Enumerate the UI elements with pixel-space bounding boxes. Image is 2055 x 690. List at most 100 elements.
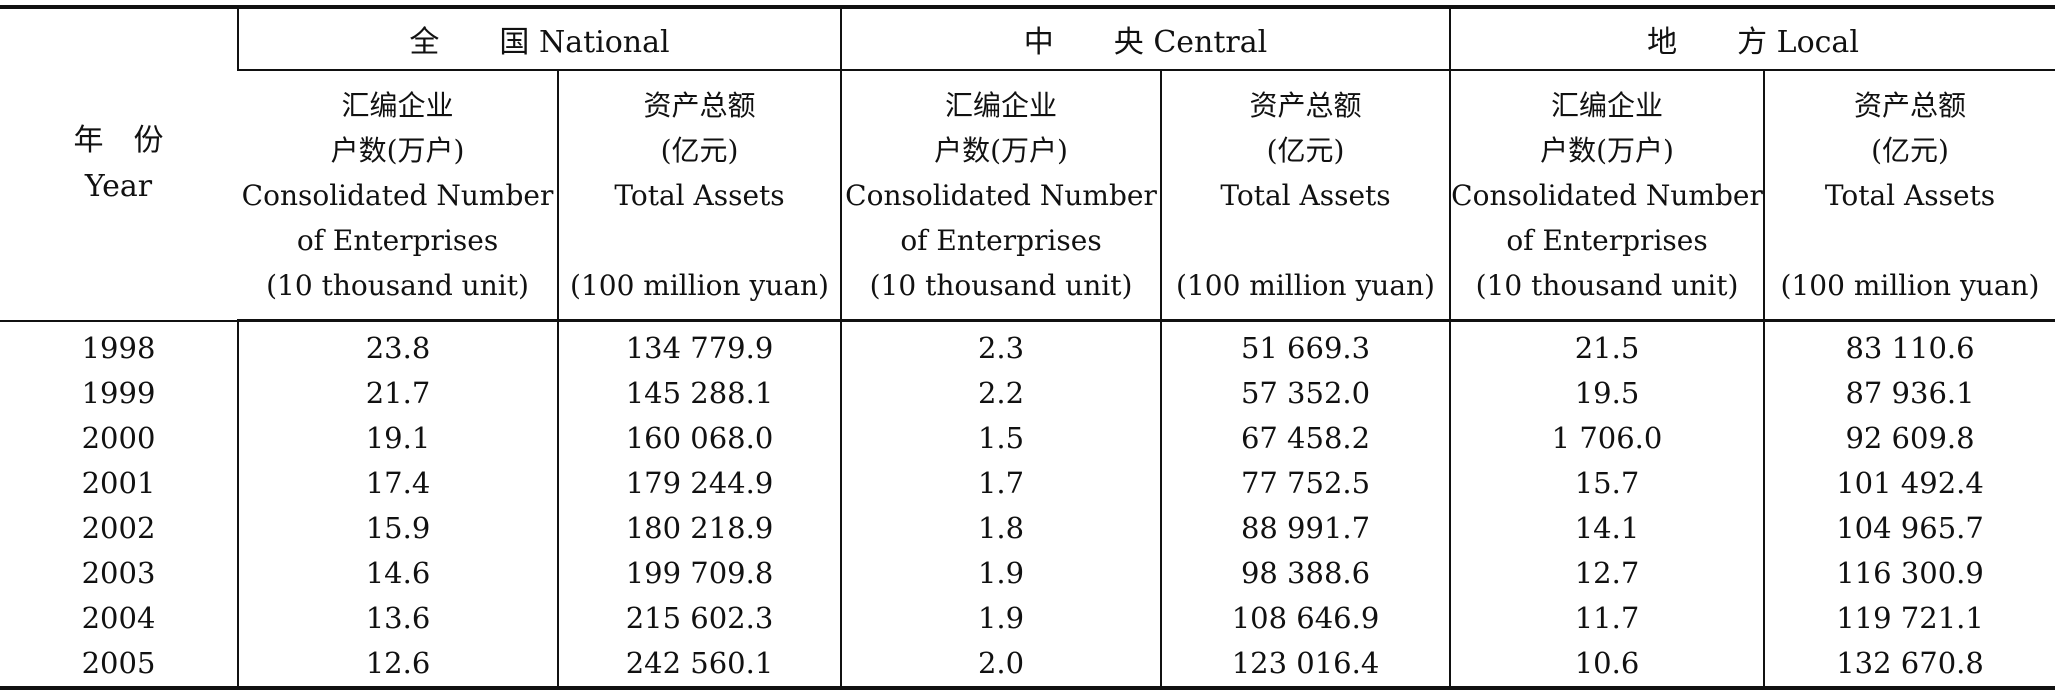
header-line: of Enterprises [296, 223, 499, 257]
year-cell: 2002 [81, 511, 156, 545]
group-header-national: 全 国 National [237, 5, 841, 71]
header-unit: (100 million yuan) [570, 268, 829, 302]
central-enterprises-cell: 1.7 [840, 461, 1161, 506]
local-assets-cell: 87 936.1 [1763, 371, 2055, 416]
central-enterprises-cell: 1.5 [840, 416, 1161, 461]
header-line: 户数(万户) [1540, 133, 1674, 167]
year-header-zh: 年 份 [73, 123, 164, 159]
local-assets-cell: 92 609.8 [1763, 416, 2055, 461]
table-body: 1998 23.8 134 779.9 2.3 51 669.3 21.5 83… [0, 320, 2055, 690]
header-line: 资产总额 [643, 88, 756, 122]
year-cell: 2005 [0, 641, 238, 690]
header-line: 汇编企业 [944, 88, 1057, 122]
table-row: 2002 15.9 180 218.9 1.8 88 991.7 14.1 10… [0, 506, 2055, 551]
central-enterprises-cell: 1.9 [840, 596, 1161, 641]
table-row: 2001 17.4 179 244.9 1.7 77 752.5 15.7 10… [0, 461, 2055, 506]
header-line: (亿元) [1266, 133, 1345, 167]
header-line: Consolidated Number [241, 178, 554, 212]
national-assets-cell: 199 709.8 [557, 551, 841, 596]
local-assets-cell: 104 965.7 [1763, 506, 2055, 551]
national-assets-cell: 215 602.3 [557, 596, 841, 641]
national-enterprises-cell: 21.7 [237, 371, 558, 416]
group-header-local: 地 方 Local [1449, 5, 2055, 71]
central-assets-cell: 108 646.9 [1159, 596, 1451, 641]
table-header: 年 份 Year 全 国 National 中 央 Central 地 方 Lo… [0, 5, 2055, 322]
local-enterprises-cell: 11.7 [1449, 596, 1765, 641]
header-line: 资产总额 [1249, 88, 1362, 122]
enterprise-assets-table: 年 份 Year 全 国 National 中 央 Central 地 方 Lo… [0, 5, 2055, 690]
year-cell: 1999 [81, 376, 156, 410]
national-enterprises-cell: 15.9 [237, 506, 558, 551]
central-enterprises-header: 汇编企业 户数(万户) Consolidated Number of Enter… [840, 70, 1161, 322]
local-assets-cell: 119 721.1 [1763, 596, 2055, 641]
national-assets-header: 资产总额 (亿元) Total Assets (100 million yuan… [557, 70, 841, 322]
header-spacer [1765, 218, 2055, 263]
header-line: 户数(万户) [934, 133, 1068, 167]
national-enterprises-cell: 23.8 [237, 320, 558, 371]
table-row: 1998 23.8 134 779.9 2.3 51 669.3 21.5 83… [0, 320, 2055, 371]
central-enterprises-cell: 2.0 [840, 641, 1161, 690]
group-header-row: 年 份 Year 全 国 National 中 央 Central 地 方 Lo… [0, 5, 2055, 322]
local-enterprises-cell: 19.5 [1449, 371, 1765, 416]
local-enterprises-cell: 10.6 [1449, 641, 1765, 690]
year-cell: 2003 [81, 556, 156, 590]
table-row: 2004 13.6 215 602.3 1.9 108 646.9 11.7 1… [0, 596, 2055, 641]
central-enterprises-cell: 1.8 [840, 506, 1161, 551]
central-assets-cell: 67 458.2 [1159, 416, 1451, 461]
central-assets-cell: 123 016.4 [1159, 641, 1451, 690]
national-enterprises-header: 汇编企业 户数(万户) Consolidated Number of Enter… [238, 70, 558, 322]
header-line: (亿元) [1871, 133, 1949, 167]
local-enterprises-cell: 1 706.0 [1449, 416, 1765, 461]
header-spacer [1162, 218, 1449, 263]
header-line: of Enterprises [1506, 223, 1708, 257]
local-enterprises-header: 汇编企业 户数(万户) Consolidated Number of Enter… [1449, 70, 1765, 322]
local-enterprises-cell: 12.7 [1449, 551, 1765, 596]
header-unit: (100 million yuan) [1780, 268, 2040, 302]
year-cell: 2004 [81, 601, 156, 635]
central-enterprises-cell: 2.2 [840, 371, 1161, 416]
header-line: Consolidated Number [1451, 178, 1763, 212]
header-line: Total Assets [614, 178, 785, 212]
header-line: of Enterprises [900, 223, 1102, 257]
year-cell: 1998 [81, 330, 156, 365]
national-assets-cell: 145 288.1 [557, 371, 841, 416]
national-enterprises-cell: 13.6 [237, 596, 558, 641]
local-enterprises-cell: 15.7 [1449, 461, 1765, 506]
local-assets-cell: 83 110.6 [1763, 320, 2055, 371]
local-enterprises-cell: 14.1 [1449, 506, 1765, 551]
national-enterprises-cell: 12.6 [237, 641, 558, 690]
national-assets-cell: 160 068.0 [557, 416, 841, 461]
header-line: Total Assets [1824, 178, 1996, 212]
local-assets-cell: 101 492.4 [1763, 461, 2055, 506]
central-enterprises-cell: 1.9 [840, 551, 1161, 596]
national-enterprises-cell: 17.4 [237, 461, 558, 506]
table-row: 2003 14.6 199 709.8 1.9 98 388.6 12.7 11… [0, 551, 2055, 596]
year-column-header: 年 份 Year [0, 5, 238, 322]
central-assets-cell: 51 669.3 [1159, 320, 1451, 371]
central-enterprises-cell: 2.3 [840, 320, 1161, 371]
header-spacer [559, 218, 840, 263]
table-row: 2000 19.1 160 068.0 1.5 67 458.2 1 706.0… [0, 416, 2055, 461]
sub-header-row: 汇编企业 户数(万户) Consolidated Number of Enter… [0, 70, 2055, 322]
national-assets-cell: 134 779.9 [557, 320, 841, 371]
local-assets-cell: 132 670.8 [1763, 641, 2055, 690]
national-enterprises-cell: 14.6 [237, 551, 558, 596]
header-line: Total Assets [1220, 178, 1391, 212]
header-line: (亿元) [660, 133, 739, 167]
header-line: 资产总额 [1854, 88, 1967, 122]
header-line: 汇编企业 [1551, 88, 1664, 122]
central-assets-header: 资产总额 (亿元) Total Assets (100 million yuan… [1159, 70, 1451, 322]
local-assets-header: 资产总额 (亿元) Total Assets (100 million yuan… [1763, 70, 2055, 322]
table-row: 2005 12.6 242 560.1 2.0 123 016.4 10.6 1… [0, 641, 2055, 690]
header-unit: (100 million yuan) [1176, 268, 1435, 302]
central-assets-cell: 57 352.0 [1159, 371, 1451, 416]
group-header-central: 中 央 Central [839, 5, 1451, 71]
national-assets-cell: 179 244.9 [557, 461, 841, 506]
table-row: 1999 21.7 145 288.1 2.2 57 352.0 19.5 87… [0, 371, 2055, 416]
central-assets-cell: 88 991.7 [1159, 506, 1451, 551]
national-assets-cell: 180 218.9 [557, 506, 841, 551]
national-assets-cell: 242 560.1 [557, 641, 841, 690]
header-line: 户数(万户) [330, 133, 465, 167]
national-enterprises-cell: 19.1 [237, 416, 558, 461]
